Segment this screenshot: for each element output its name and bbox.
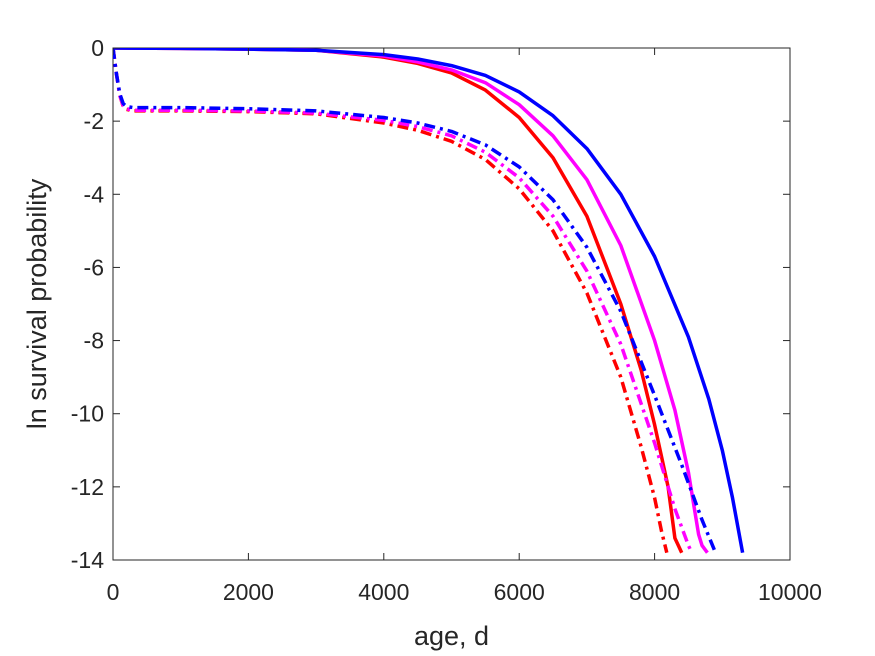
series-layer	[113, 48, 745, 554]
x-tick-label: 8000	[629, 579, 680, 605]
x-tick-label: 2000	[223, 579, 274, 605]
series-line-3	[113, 48, 745, 554]
x-tick-label: 6000	[494, 579, 545, 605]
y-tick-label: -4	[84, 181, 105, 207]
series-line-6	[113, 48, 718, 554]
x-axis-label: age, d	[414, 621, 489, 651]
y-tick-label: -8	[84, 328, 104, 354]
y-tick-label: -6	[84, 254, 104, 280]
x-tick-label: 0	[107, 579, 120, 605]
plot-area	[112, 47, 791, 561]
x-tick-label: 4000	[358, 579, 409, 605]
y-axis-label: ln survival probability	[22, 178, 52, 429]
x-tick-label: 10000	[758, 579, 822, 605]
y-tick-label: 0	[91, 35, 104, 61]
axis-layer: 0 2000 4000 6000 8000 10000 0 -2 -4 -6 -8 -10 -12 -14	[71, 35, 822, 605]
y-tick-label: -10	[71, 401, 104, 427]
y-tick-label: -14	[71, 547, 104, 573]
y-tick-label: -2	[84, 108, 104, 134]
series-line-5	[113, 48, 694, 554]
y-tick-label: -12	[71, 474, 104, 500]
